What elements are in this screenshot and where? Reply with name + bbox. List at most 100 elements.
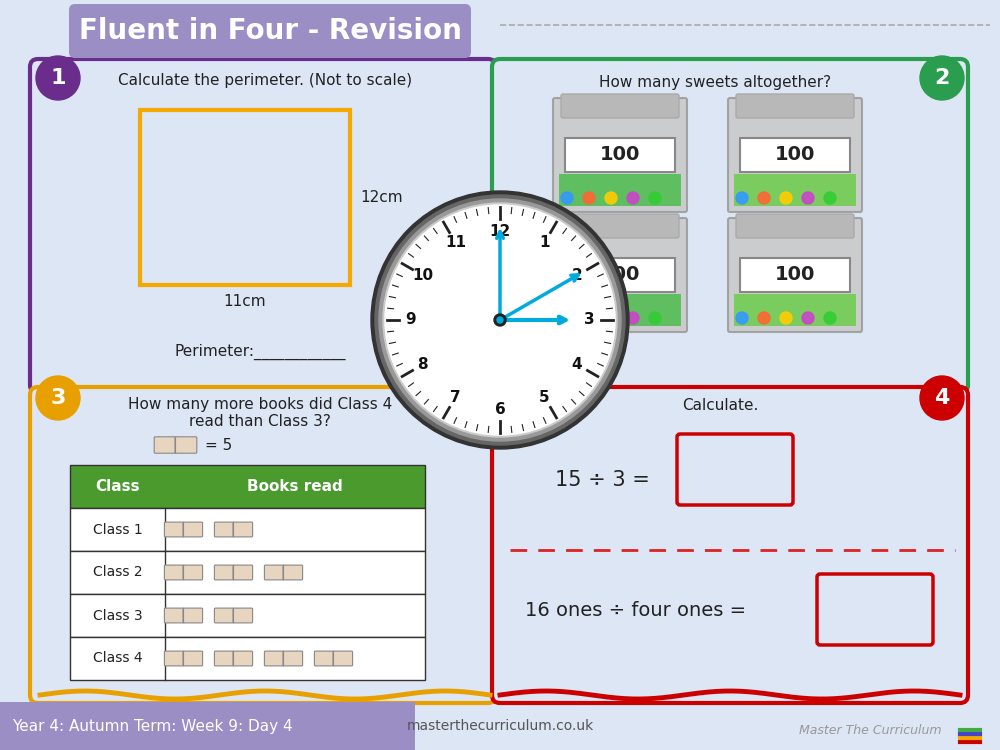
Circle shape bbox=[920, 376, 964, 420]
Circle shape bbox=[649, 312, 661, 324]
Circle shape bbox=[36, 376, 80, 420]
Circle shape bbox=[736, 192, 748, 204]
FancyBboxPatch shape bbox=[214, 565, 234, 580]
Circle shape bbox=[920, 56, 964, 100]
FancyBboxPatch shape bbox=[164, 651, 184, 666]
FancyBboxPatch shape bbox=[183, 608, 203, 623]
Bar bbox=[559, 294, 681, 326]
Text: 4: 4 bbox=[934, 388, 950, 408]
FancyBboxPatch shape bbox=[561, 214, 679, 238]
Circle shape bbox=[383, 203, 617, 437]
FancyBboxPatch shape bbox=[233, 651, 253, 666]
FancyBboxPatch shape bbox=[30, 59, 496, 393]
Text: How many sweets altogether?: How many sweets altogether? bbox=[599, 74, 831, 89]
FancyBboxPatch shape bbox=[565, 258, 675, 292]
FancyBboxPatch shape bbox=[728, 218, 862, 332]
Circle shape bbox=[375, 195, 625, 445]
Text: Class: Class bbox=[95, 479, 140, 494]
FancyBboxPatch shape bbox=[69, 4, 471, 58]
Circle shape bbox=[758, 192, 770, 204]
FancyBboxPatch shape bbox=[214, 522, 234, 537]
FancyBboxPatch shape bbox=[164, 608, 184, 623]
Bar bbox=[0, 702, 415, 750]
FancyBboxPatch shape bbox=[677, 434, 793, 505]
FancyBboxPatch shape bbox=[30, 387, 496, 703]
Bar bbox=[734, 294, 856, 326]
Text: 7: 7 bbox=[450, 389, 461, 404]
Bar bbox=[734, 174, 856, 206]
Text: Year 4: Autumn Term: Week 9: Day 4: Year 4: Autumn Term: Week 9: Day 4 bbox=[12, 718, 293, 734]
Circle shape bbox=[385, 205, 615, 435]
Text: 4: 4 bbox=[572, 357, 582, 372]
Text: 9: 9 bbox=[406, 313, 416, 328]
FancyBboxPatch shape bbox=[314, 651, 334, 666]
Text: Books read: Books read bbox=[247, 479, 343, 494]
Circle shape bbox=[736, 312, 748, 324]
Text: 12cm: 12cm bbox=[360, 190, 403, 205]
Text: read than Class 3?: read than Class 3? bbox=[189, 415, 331, 430]
Circle shape bbox=[36, 56, 80, 100]
Circle shape bbox=[583, 192, 595, 204]
Text: Class 3: Class 3 bbox=[93, 608, 142, 622]
FancyBboxPatch shape bbox=[817, 574, 933, 645]
FancyBboxPatch shape bbox=[740, 138, 850, 172]
FancyBboxPatch shape bbox=[492, 387, 968, 703]
Text: 5: 5 bbox=[539, 389, 550, 404]
Text: 10: 10 bbox=[412, 268, 433, 283]
Text: How many more books did Class 4: How many more books did Class 4 bbox=[128, 398, 392, 412]
Circle shape bbox=[605, 192, 617, 204]
FancyBboxPatch shape bbox=[183, 565, 203, 580]
Text: 100: 100 bbox=[775, 146, 815, 164]
Bar bbox=[70, 594, 425, 637]
Text: 2: 2 bbox=[934, 68, 950, 88]
Circle shape bbox=[802, 312, 814, 324]
FancyBboxPatch shape bbox=[740, 258, 850, 292]
Text: 100: 100 bbox=[600, 266, 640, 284]
FancyBboxPatch shape bbox=[164, 565, 184, 580]
Text: 1: 1 bbox=[50, 68, 66, 88]
Circle shape bbox=[824, 192, 836, 204]
Text: 11cm: 11cm bbox=[224, 293, 266, 308]
FancyBboxPatch shape bbox=[553, 218, 687, 332]
Circle shape bbox=[379, 199, 621, 441]
Circle shape bbox=[649, 192, 661, 204]
Circle shape bbox=[758, 312, 770, 324]
Text: masterthecurriculum.co.uk: masterthecurriculum.co.uk bbox=[406, 719, 594, 733]
Text: Class 2: Class 2 bbox=[93, 566, 142, 580]
FancyBboxPatch shape bbox=[553, 98, 687, 212]
FancyBboxPatch shape bbox=[736, 94, 854, 118]
Circle shape bbox=[583, 312, 595, 324]
Circle shape bbox=[780, 312, 792, 324]
Bar bbox=[70, 465, 425, 508]
Text: 11: 11 bbox=[445, 236, 466, 250]
Circle shape bbox=[605, 312, 617, 324]
Text: 15 ÷ 3 =: 15 ÷ 3 = bbox=[555, 470, 650, 490]
Text: 2: 2 bbox=[572, 268, 582, 283]
Text: 100: 100 bbox=[600, 146, 640, 164]
Text: = 5: = 5 bbox=[205, 437, 232, 452]
FancyBboxPatch shape bbox=[565, 138, 675, 172]
Text: 100: 100 bbox=[775, 266, 815, 284]
FancyBboxPatch shape bbox=[175, 436, 197, 453]
FancyBboxPatch shape bbox=[183, 651, 203, 666]
Text: 6: 6 bbox=[495, 401, 505, 416]
Circle shape bbox=[627, 312, 639, 324]
FancyBboxPatch shape bbox=[154, 436, 176, 453]
FancyBboxPatch shape bbox=[264, 651, 284, 666]
Circle shape bbox=[561, 312, 573, 324]
Text: 3: 3 bbox=[584, 313, 594, 328]
Bar bbox=[70, 551, 425, 594]
Circle shape bbox=[824, 312, 836, 324]
Text: Class 4: Class 4 bbox=[93, 652, 142, 665]
Text: Master The Curriculum: Master The Curriculum bbox=[799, 724, 941, 736]
FancyBboxPatch shape bbox=[492, 59, 968, 393]
Text: Class 1: Class 1 bbox=[93, 523, 142, 536]
FancyBboxPatch shape bbox=[183, 522, 203, 537]
Text: 16 ones ÷ four ones =: 16 ones ÷ four ones = bbox=[525, 601, 746, 619]
Text: 12: 12 bbox=[489, 224, 511, 238]
Circle shape bbox=[561, 192, 573, 204]
FancyBboxPatch shape bbox=[233, 565, 253, 580]
FancyBboxPatch shape bbox=[283, 651, 303, 666]
Text: Perimeter:____________: Perimeter:____________ bbox=[175, 344, 347, 360]
Bar bbox=[140, 110, 350, 285]
